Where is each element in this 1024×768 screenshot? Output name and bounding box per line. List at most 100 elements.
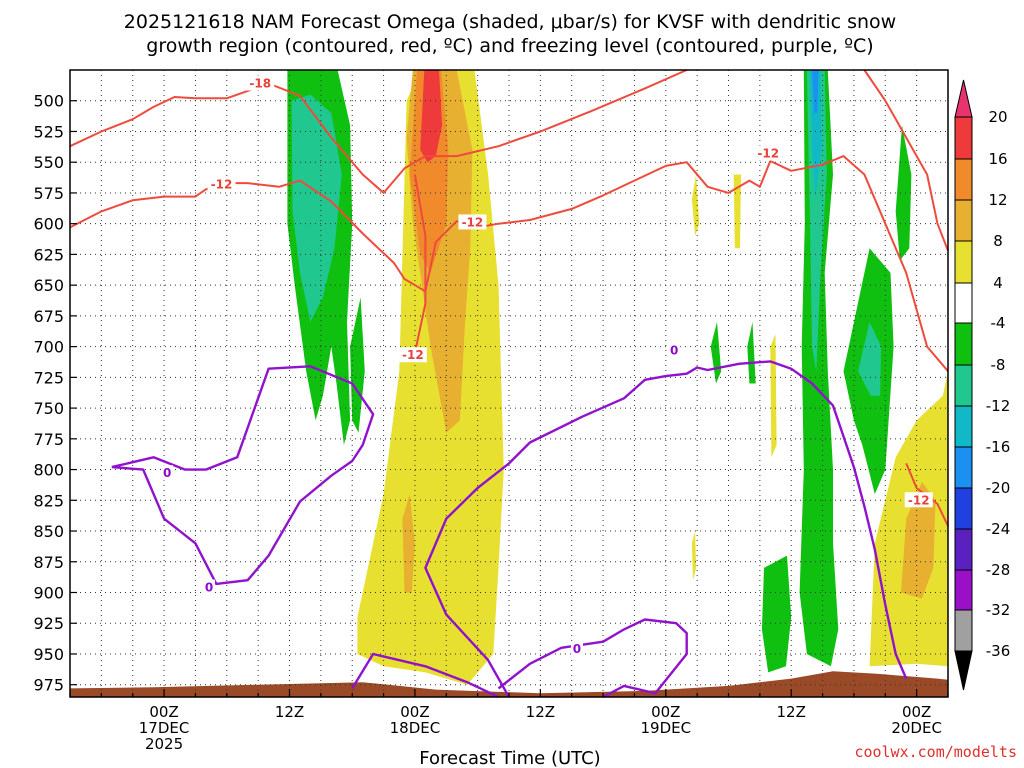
contour-label-group-1: -12 bbox=[207, 176, 236, 192]
contour-label-group-7: 0 bbox=[203, 579, 216, 595]
contour-label-bg-2 bbox=[458, 214, 487, 230]
freezing-level-contour-1 bbox=[351, 652, 500, 699]
x-tick-label-6-1: 20DEC bbox=[891, 719, 942, 737]
y-tick-label-13: 825 bbox=[33, 491, 64, 510]
omega-region-19 bbox=[901, 481, 936, 599]
contour-label-bg-9 bbox=[668, 342, 681, 358]
colorbar-label-6: -8 bbox=[991, 356, 1006, 374]
colorbar-label-5: -4 bbox=[991, 314, 1006, 332]
contour-label-group-5: -12 bbox=[904, 492, 933, 508]
colorbar-label-1: 16 bbox=[988, 150, 1007, 168]
contour-label-bg-4 bbox=[398, 347, 427, 363]
colorbar-label-4: 4 bbox=[993, 274, 1003, 292]
x-tick-label-4-1: 19DEC bbox=[640, 719, 691, 737]
colorbar: 20 16 12 8 4 -4 -8 -12 -16 -20 -24 -28 -32 -36 bbox=[954, 79, 1011, 691]
y-tick-label-18: 950 bbox=[33, 645, 64, 664]
omega-region-3 bbox=[420, 70, 443, 163]
colorbar-label-13: -36 bbox=[986, 642, 1011, 660]
omega-region-6 bbox=[291, 94, 342, 322]
contour-label-1: -12 bbox=[211, 177, 233, 191]
contour-label-8: 0 bbox=[573, 642, 581, 656]
dgz-contour-minus18-1 bbox=[863, 69, 949, 252]
x-tick-label-5-0: 12Z bbox=[777, 703, 806, 721]
omega-region-8 bbox=[799, 70, 839, 667]
x-tick-label-4-0: 00Z bbox=[651, 703, 680, 721]
omega-region-10 bbox=[810, 70, 822, 200]
freezing-level-contour-0 bbox=[111, 365, 375, 586]
contour-label-bg-7 bbox=[203, 579, 216, 595]
plot-area: -18 -12 -12 -12 -12 -12 0 0 0 0 bbox=[69, 69, 949, 699]
colorbar-label-7: -12 bbox=[986, 397, 1011, 415]
y-tick-label-7: 675 bbox=[33, 307, 64, 326]
y-tick-label-4: 600 bbox=[33, 215, 64, 234]
x-tick-label-3-0: 12Z bbox=[526, 703, 555, 721]
omega-region-17 bbox=[747, 322, 756, 384]
omega-region-23 bbox=[691, 531, 697, 581]
y-tick-label-12: 800 bbox=[33, 461, 64, 480]
colorbar-label-2: 12 bbox=[988, 191, 1007, 209]
colorbar-label-0: 20 bbox=[988, 108, 1007, 126]
contour-label-bg-0 bbox=[246, 75, 275, 91]
y-tick-label-17: 925 bbox=[33, 614, 64, 633]
y-axis: 500 525 550 575 600 625 650 675 700 725 750 775 800 8… bbox=[33, 92, 77, 695]
dgz-contour-minus18-0 bbox=[69, 69, 688, 194]
y-tick-label-10: 750 bbox=[33, 399, 64, 418]
colorbar-label-12: -32 bbox=[986, 601, 1011, 619]
colorbar-swatch-4 bbox=[954, 240, 973, 284]
x-axis-title: Forecast Time (UTC) bbox=[419, 748, 600, 768]
x-tick-label-6-0: 00Z bbox=[902, 703, 931, 721]
colorbar-swatch-6 bbox=[954, 322, 973, 366]
y-tick-label-5: 625 bbox=[33, 245, 64, 264]
colorbar-swatch-8 bbox=[954, 405, 973, 448]
contour-label-0: -18 bbox=[249, 77, 271, 91]
x-tick-label-1-0: 12Z bbox=[275, 703, 304, 721]
contour-label-2: -12 bbox=[462, 215, 484, 229]
contour-label-group-2: -12 bbox=[458, 214, 487, 230]
contour-label-bg-1 bbox=[207, 176, 236, 192]
contour-label-bg-5 bbox=[904, 492, 933, 508]
colorbar-label-8: -16 bbox=[986, 438, 1011, 456]
y-tick-label-14: 850 bbox=[33, 522, 64, 541]
contour-label-bg-6 bbox=[161, 465, 174, 481]
y-tick-label-11: 775 bbox=[33, 430, 64, 449]
colorbar-label-10: -24 bbox=[986, 520, 1011, 538]
colorbar-swatch-7 bbox=[954, 364, 973, 407]
omega-region-7 bbox=[350, 297, 365, 433]
colorbar-swatch-13 bbox=[954, 609, 973, 652]
colorbar-swatch-9 bbox=[954, 446, 973, 489]
omega-region-9 bbox=[806, 70, 827, 372]
contour-label-group-3: -12 bbox=[754, 145, 783, 161]
colorbar-label-9: -20 bbox=[986, 479, 1011, 497]
chart-title-line-2: growth region (contoured, red, ºC) and f… bbox=[146, 35, 873, 57]
omega-region-15 bbox=[895, 125, 912, 261]
y-tick-label-2: 550 bbox=[33, 153, 64, 172]
contour-label-group-8: 0 bbox=[570, 641, 583, 657]
freezing-level-contour-3 bbox=[424, 360, 908, 698]
y-tick-label-19: 975 bbox=[33, 676, 64, 695]
contour-label-group-0: -18 bbox=[246, 75, 275, 91]
contour-label-bg-3 bbox=[754, 145, 783, 161]
colorbar-top-arrow bbox=[954, 79, 973, 118]
contour-label-3: -12 bbox=[757, 147, 779, 161]
chart-title-line-1: 2025121618 NAM Forecast Omega (shaded, μ… bbox=[124, 11, 896, 33]
contour-label-9: 0 bbox=[670, 343, 678, 357]
colorbar-label-3: 8 bbox=[993, 232, 1003, 250]
x-tick-label-0-0: 00Z bbox=[149, 703, 178, 721]
colorbar-swatch-3 bbox=[954, 199, 973, 242]
omega-region-12 bbox=[761, 555, 792, 673]
contour-label-bg-8 bbox=[570, 641, 583, 657]
x-tick-label-0-2: 2025 bbox=[145, 735, 183, 753]
contour-label-group-9: 0 bbox=[668, 342, 681, 358]
y-tick-label-9: 725 bbox=[33, 368, 64, 387]
x-tick-label-2-1: 18DEC bbox=[390, 719, 441, 737]
omega-region-4 bbox=[402, 494, 415, 593]
omega-region-11 bbox=[812, 70, 819, 113]
colorbar-bottom-arrow bbox=[954, 650, 973, 691]
contour-label-7: 0 bbox=[205, 581, 213, 595]
contour-label-group-4: -12 bbox=[398, 347, 427, 363]
y-tick-label-15: 875 bbox=[33, 553, 64, 572]
contour-layer: -18 -12 -12 -12 -12 -12 0 0 0 0 bbox=[69, 69, 949, 699]
y-tick-label-0: 500 bbox=[33, 92, 64, 111]
